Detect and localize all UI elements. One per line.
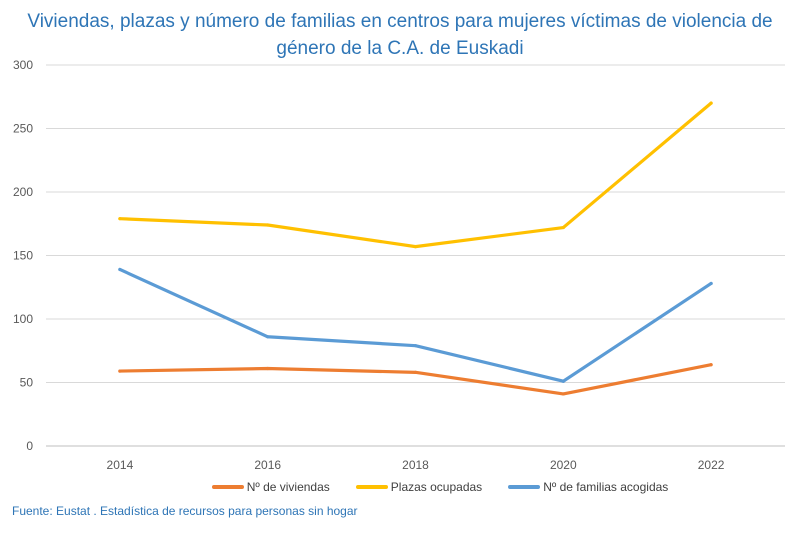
y-tick-label: 200 <box>13 185 33 199</box>
series-line-0 <box>118 363 713 396</box>
y-tick-label: 300 <box>13 58 33 72</box>
legend-swatch <box>508 485 541 489</box>
x-tick-label: 2020 <box>550 458 577 472</box>
legend-swatch <box>355 485 388 489</box>
series-line-1 <box>118 101 713 249</box>
y-tick-label: 0 <box>26 439 33 453</box>
x-tick-label: 2018 <box>402 458 429 472</box>
data-point <box>413 344 418 348</box>
legend-item-plazas: Plazas ocupadas <box>355 480 483 494</box>
data-point <box>413 245 418 249</box>
data-point <box>266 223 270 227</box>
legend-item-viviendas: Nº de viviendas <box>211 480 330 494</box>
legend-item-familias: Nº de familias acogidas <box>508 480 668 494</box>
source-note: Fuente: Eustat . Estadística de recursos… <box>12 504 358 518</box>
y-tick-label: 150 <box>13 249 33 263</box>
data-point <box>266 335 270 339</box>
y-tick-label: 250 <box>13 122 33 136</box>
legend-label: Nº de viviendas <box>246 480 330 494</box>
x-tick-label: 2022 <box>698 458 725 472</box>
y-tick-label: 50 <box>20 376 34 390</box>
legend: Nº de viviendas Plazas ocupadas Nº de fa… <box>0 480 800 494</box>
data-point <box>118 369 122 373</box>
data-point <box>266 366 270 371</box>
data-point <box>561 379 565 383</box>
data-point <box>709 281 713 286</box>
chart-title: Viviendas, plazas y número de familias e… <box>27 11 773 59</box>
x-tick-label: 2016 <box>254 458 281 472</box>
data-point <box>709 363 713 367</box>
legend-label: Nº de familias acogidas <box>543 480 669 494</box>
data-point <box>118 217 122 221</box>
y-tick-label: 100 <box>13 312 33 326</box>
data-point <box>561 392 565 396</box>
series-line-2 <box>118 267 713 383</box>
data-point <box>561 225 565 230</box>
x-tick-label: 2014 <box>107 458 134 472</box>
data-point <box>413 370 418 374</box>
data-point <box>118 267 122 272</box>
data-point <box>709 101 713 105</box>
legend-label: Plazas ocupadas <box>390 480 483 494</box>
legend-swatch <box>211 485 244 489</box>
